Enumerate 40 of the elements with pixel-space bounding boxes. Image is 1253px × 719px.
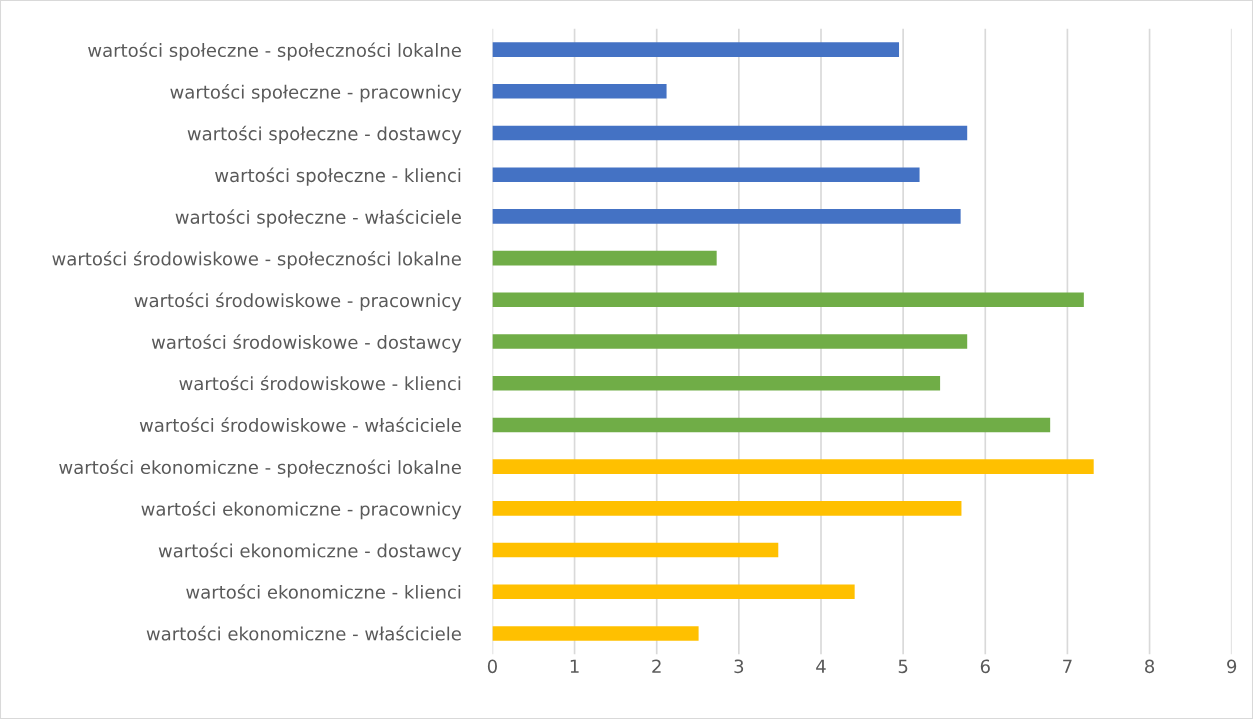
bar [492, 334, 968, 349]
x-tick-label: 1 [570, 659, 579, 673]
y-tick-label: wartości ekonomiczne - dostawcy [158, 542, 462, 562]
bar [492, 250, 717, 266]
bar [492, 125, 968, 141]
x-tick-label: 8 [1145, 659, 1155, 674]
y-tick-label: wartości ekonomiczne - klienci [186, 584, 461, 599]
bar [492, 584, 855, 600]
x-tick-label: 3 [734, 659, 744, 674]
x-tick-label: 2 [652, 659, 661, 673]
bar [492, 84, 667, 99]
x-tick-label: 4 [816, 659, 826, 673]
y-tick-label: wartości ekonomiczne - właściciele [146, 625, 461, 641]
x-tick-label: 0 [487, 659, 497, 674]
bar [492, 167, 920, 183]
y-tick-label: wartości ekonomiczne - pracownicy [141, 501, 462, 520]
x-tick-label: 6 [980, 659, 990, 674]
x-tick-label: 9 [1227, 659, 1237, 674]
y-tick-label: wartości środowiskowe - właściciele [139, 417, 461, 433]
bar [492, 459, 1094, 474]
bar [492, 542, 779, 558]
y-tick-label: wartości społeczne - społeczności lokalne [88, 42, 461, 61]
y-tick-label: wartości społeczne - właściciele [175, 209, 461, 228]
y-tick-label: wartości środowiskowe - pracownicy [134, 292, 462, 311]
y-tick-label: wartości społeczne - pracownicy [170, 84, 462, 103]
y-tick-label: wartości ekonomiczne - społeczności lokalne [59, 459, 461, 478]
bar [492, 292, 1084, 308]
bar [492, 626, 699, 641]
bar [492, 417, 1051, 433]
x-tick-label: 7 [1063, 659, 1072, 673]
y-tick-label: wartości społeczne - dostawcy [187, 125, 462, 144]
y-tick-label: wartości środowiskowe - dostawcy [151, 334, 462, 353]
y-tick-label: wartości środowiskowe - klienci [179, 375, 461, 391]
bar [492, 375, 941, 391]
y-tick-label: wartości społeczne - klienci [215, 167, 461, 186]
y-tick-label: wartości środowiskowe - społeczności lokalne [52, 250, 461, 270]
x-tick-label: 5 [898, 659, 908, 674]
bar [492, 209, 961, 224]
bar [492, 42, 900, 57]
bar [492, 501, 962, 516]
